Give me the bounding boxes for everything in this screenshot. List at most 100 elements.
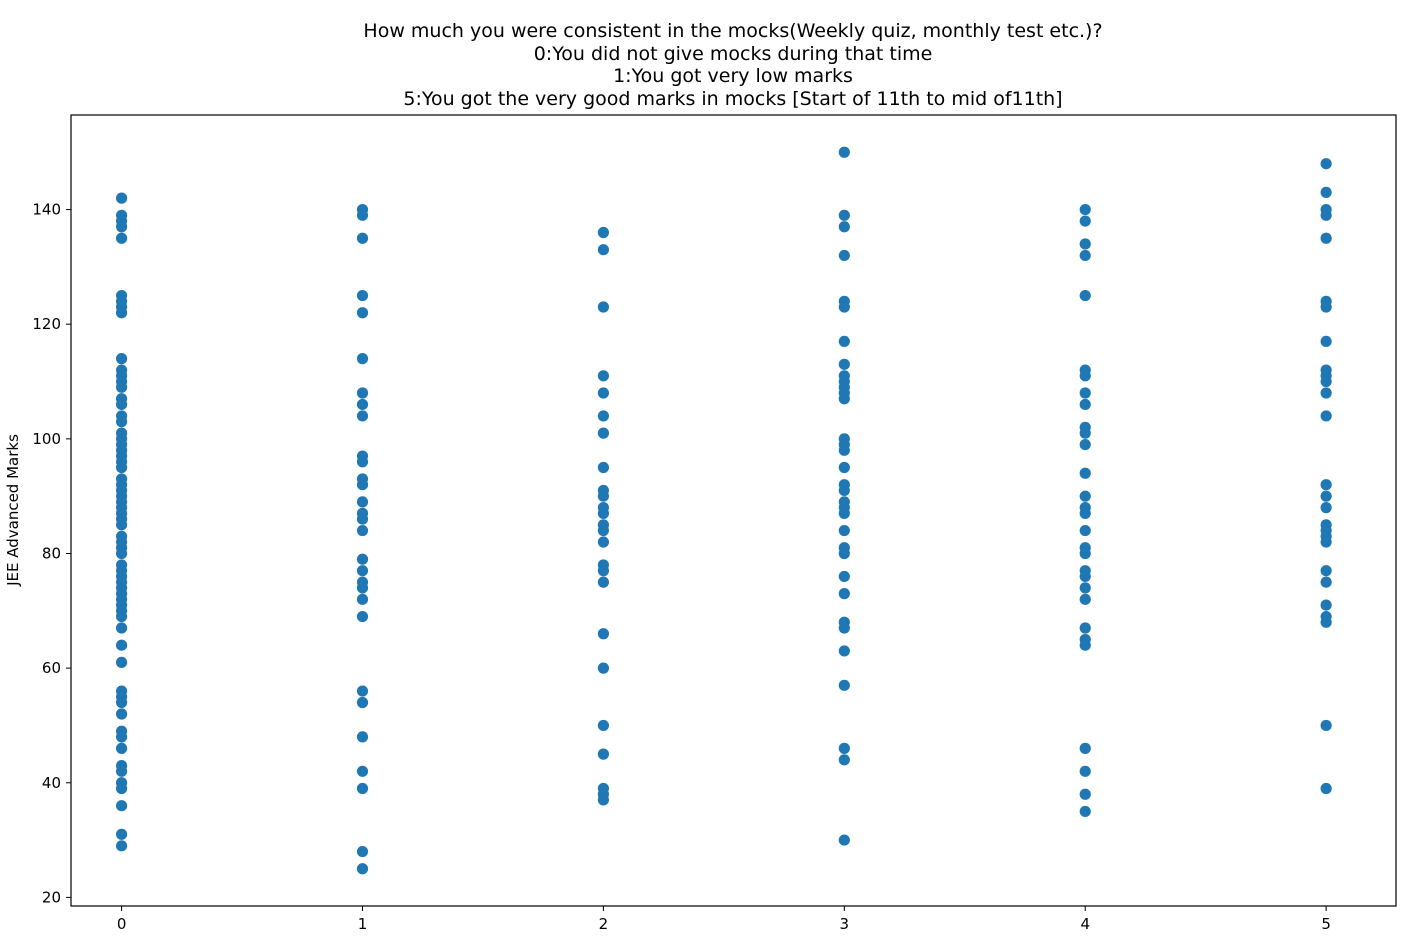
data-point-x0-61 [115, 782, 128, 795]
data-point-x3-32 [838, 754, 850, 766]
y-tick-label-40: 40 [42, 774, 61, 792]
data-point-x4-10 [1079, 427, 1091, 439]
x-tick-label-4: 4 [1080, 915, 1090, 933]
data-point-x0-3 [115, 221, 128, 233]
title-line-4: 5:You got the very good marks in mocks [… [403, 88, 1062, 110]
data-point-x4-0 [1079, 203, 1091, 216]
chart-title: How much you were consistent in the mock… [363, 20, 1102, 110]
data-point-x1-26 [356, 765, 369, 777]
y-tick-label-120: 120 [32, 315, 61, 333]
data-point-x3-16 [838, 461, 850, 474]
y-axis-label: JEE Advanced Marks [4, 434, 22, 587]
data-point-x1-17 [356, 553, 369, 565]
data-point-x0-17 [115, 416, 128, 428]
data-point-x4-3 [1079, 249, 1091, 262]
data-point-x1-5 [356, 353, 369, 365]
data-point-x4-4 [1079, 289, 1091, 302]
data-point-x3-12 [838, 393, 850, 405]
data-point-x3-15 [838, 444, 850, 456]
data-point-x2-3 [597, 370, 610, 382]
x-tick-label-2: 2 [599, 915, 609, 933]
data-point-x5-4 [1320, 232, 1332, 244]
data-point-x5-19 [1320, 536, 1332, 548]
data-point-x4-18 [1079, 547, 1091, 560]
data-point-x0-50 [115, 656, 128, 668]
x-tick-label-1: 1 [358, 915, 368, 933]
data-point-x5-11 [1320, 387, 1332, 399]
data-point-x3-18 [838, 484, 850, 497]
data-point-x4-12 [1079, 467, 1091, 479]
data-point-x0-9 [115, 353, 128, 365]
data-point-x3-5 [838, 301, 850, 313]
data-point-x2-20 [597, 719, 610, 732]
data-point-x1-25 [356, 731, 369, 743]
data-point-x2-9 [597, 490, 610, 502]
y-tick-label-60: 60 [42, 659, 61, 677]
y-tick-label-100: 100 [32, 430, 61, 448]
data-point-x4-16 [1079, 524, 1091, 537]
data-point-x3-6 [838, 335, 850, 348]
data-point-x0-24 [115, 461, 128, 474]
data-point-x3-33 [838, 834, 850, 846]
x-tick-label-0: 0 [117, 915, 127, 933]
data-point-x0-64 [115, 840, 128, 852]
title-line-2: 0:You did not give mocks during that tim… [534, 43, 933, 65]
y-tick-label-80: 80 [42, 544, 61, 562]
data-point-x0-37 [115, 547, 128, 560]
data-point-x3-24 [838, 547, 850, 560]
data-point-x4-8 [1079, 398, 1091, 411]
axis-ticks: 0 1 2 3 4 5 20 40 60 80 100 120 140 [32, 201, 1331, 933]
data-point-x5-6 [1320, 301, 1332, 313]
data-point-x5-3 [1320, 209, 1332, 221]
data-point-x1-8 [356, 410, 369, 422]
data-point-x4-21 [1079, 582, 1091, 594]
data-point-x2-4 [597, 387, 610, 399]
data-points [115, 146, 1332, 875]
data-point-x4-22 [1079, 593, 1091, 605]
data-point-x2-2 [597, 301, 610, 313]
data-point-x4-2 [1079, 238, 1091, 250]
data-point-x3-30 [838, 679, 850, 691]
data-point-x1-15 [356, 513, 369, 525]
title-line-3: 1:You got very low marks [613, 65, 853, 87]
data-point-x0-15 [115, 398, 128, 411]
x-tick-label-3: 3 [840, 915, 850, 933]
data-point-x5-7 [1320, 335, 1332, 348]
data-point-x4-26 [1079, 742, 1091, 754]
data-point-x5-26 [1320, 782, 1332, 795]
data-point-x5-0 [1320, 158, 1332, 170]
data-point-x5-14 [1320, 490, 1332, 502]
data-point-x0-57 [115, 742, 128, 754]
data-point-x4-15 [1079, 507, 1091, 519]
data-point-x4-29 [1079, 805, 1091, 818]
data-point-x2-13 [597, 524, 610, 537]
data-point-x3-22 [838, 524, 850, 537]
data-point-x1-18 [356, 565, 369, 577]
data-point-x3-26 [838, 588, 850, 600]
data-point-x5-22 [1320, 599, 1332, 611]
data-point-x1-4 [356, 307, 369, 319]
data-point-x1-27 [356, 782, 369, 795]
data-point-x2-11 [597, 507, 610, 519]
data-point-x0-63 [115, 828, 128, 840]
data-point-x4-6 [1079, 370, 1091, 382]
data-point-x2-6 [597, 427, 610, 439]
data-point-x1-10 [356, 456, 369, 468]
data-point-x3-25 [838, 570, 850, 583]
data-point-x1-16 [356, 524, 369, 537]
data-point-x2-17 [597, 576, 610, 588]
data-point-x4-23 [1079, 622, 1091, 634]
data-point-x5-1 [1320, 186, 1332, 198]
data-point-x2-5 [597, 410, 610, 422]
data-point-x0-13 [115, 381, 128, 393]
data-point-x2-0 [597, 226, 610, 239]
data-point-x0-48 [115, 622, 128, 634]
data-point-x3-0 [838, 146, 850, 158]
data-point-x5-20 [1320, 565, 1332, 577]
y-tick-label-140: 140 [32, 201, 61, 219]
data-point-x4-11 [1079, 438, 1091, 451]
data-point-x1-22 [356, 610, 369, 623]
data-point-x2-19 [597, 662, 610, 674]
data-point-x1-3 [356, 289, 369, 302]
